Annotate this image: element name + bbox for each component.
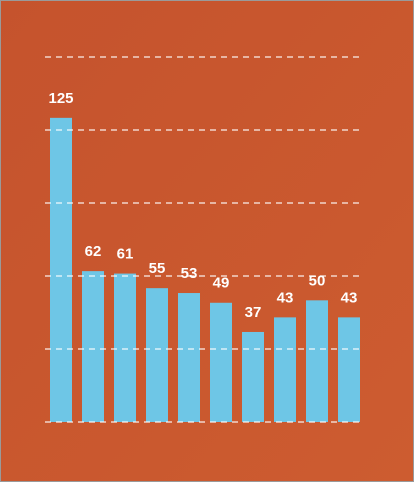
bar	[82, 271, 104, 422]
bar	[274, 317, 296, 422]
data-label: 61	[117, 246, 134, 263]
bar	[114, 273, 136, 422]
bar	[178, 293, 200, 422]
bar	[306, 300, 328, 422]
data-label: 37	[245, 304, 262, 321]
data-label: 62	[85, 243, 102, 260]
data-label: 49	[213, 275, 230, 292]
data-label: 53	[181, 265, 198, 282]
data-label: 43	[277, 289, 294, 306]
bar	[50, 117, 72, 422]
data-label: 125	[48, 90, 73, 107]
bar	[146, 288, 168, 422]
data-label: 43	[341, 289, 358, 306]
bar	[338, 317, 360, 422]
bar	[242, 331, 264, 422]
data-label: 50	[309, 272, 326, 289]
bar	[210, 302, 232, 422]
data-label: 55	[149, 260, 166, 277]
